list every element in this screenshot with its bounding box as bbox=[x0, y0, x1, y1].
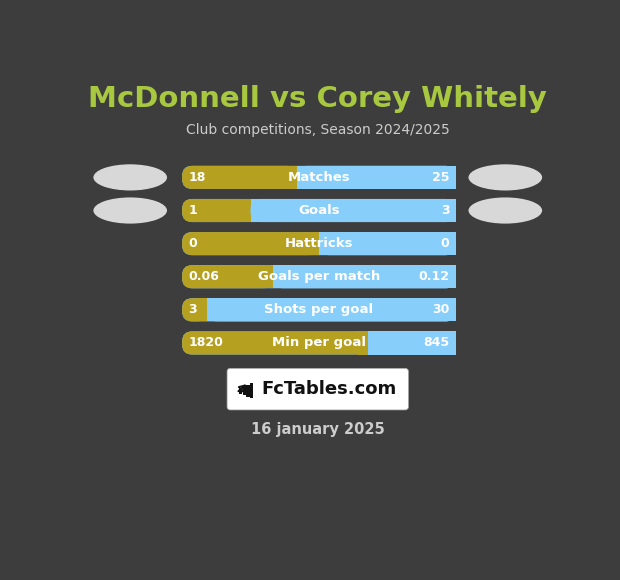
FancyBboxPatch shape bbox=[182, 265, 456, 288]
Bar bbox=[207, 298, 456, 321]
Bar bbox=[197, 298, 208, 321]
Bar bbox=[250, 383, 254, 398]
Text: 25: 25 bbox=[432, 171, 450, 184]
Text: Matches: Matches bbox=[288, 171, 350, 184]
Bar bbox=[263, 265, 274, 288]
Bar bbox=[309, 232, 320, 255]
Text: Hattricks: Hattricks bbox=[285, 237, 353, 250]
Bar bbox=[241, 199, 251, 222]
FancyBboxPatch shape bbox=[297, 166, 456, 189]
Bar bbox=[247, 385, 249, 397]
FancyBboxPatch shape bbox=[250, 199, 456, 222]
Text: Club competitions, Season 2024/2025: Club competitions, Season 2024/2025 bbox=[186, 122, 450, 137]
Text: 16 january 2025: 16 january 2025 bbox=[251, 422, 384, 437]
Ellipse shape bbox=[94, 164, 167, 190]
FancyBboxPatch shape bbox=[182, 265, 273, 288]
Ellipse shape bbox=[469, 164, 542, 190]
Bar bbox=[239, 387, 242, 394]
Bar bbox=[297, 166, 456, 189]
Text: Shots per goal: Shots per goal bbox=[264, 303, 373, 316]
Text: 845: 845 bbox=[423, 336, 450, 349]
Bar bbox=[250, 199, 456, 222]
FancyBboxPatch shape bbox=[182, 331, 368, 354]
Text: 0: 0 bbox=[441, 237, 450, 250]
Text: 30: 30 bbox=[432, 303, 450, 316]
FancyBboxPatch shape bbox=[182, 298, 207, 321]
Text: 0: 0 bbox=[188, 237, 197, 250]
Text: 3: 3 bbox=[441, 204, 450, 217]
Text: FcTables.com: FcTables.com bbox=[262, 380, 397, 398]
FancyBboxPatch shape bbox=[182, 199, 456, 222]
Text: Min per goal: Min per goal bbox=[272, 336, 366, 349]
Bar bbox=[368, 331, 456, 354]
FancyBboxPatch shape bbox=[368, 331, 456, 354]
Text: McDonnell vs Corey Whitely: McDonnell vs Corey Whitely bbox=[88, 85, 547, 113]
Text: 1: 1 bbox=[188, 204, 197, 217]
Bar bbox=[242, 386, 246, 396]
Bar bbox=[358, 331, 369, 354]
Ellipse shape bbox=[94, 197, 167, 224]
Text: 0.12: 0.12 bbox=[418, 270, 449, 283]
Bar bbox=[287, 166, 298, 189]
FancyBboxPatch shape bbox=[207, 298, 456, 321]
FancyBboxPatch shape bbox=[182, 232, 319, 255]
FancyBboxPatch shape bbox=[182, 298, 456, 321]
FancyBboxPatch shape bbox=[182, 199, 250, 222]
Bar bbox=[319, 232, 456, 255]
Text: 18: 18 bbox=[188, 171, 206, 184]
FancyBboxPatch shape bbox=[182, 166, 297, 189]
Text: 0.06: 0.06 bbox=[188, 270, 219, 283]
Text: 1820: 1820 bbox=[188, 336, 223, 349]
Ellipse shape bbox=[469, 197, 542, 224]
FancyBboxPatch shape bbox=[182, 166, 456, 189]
FancyBboxPatch shape bbox=[182, 331, 456, 354]
FancyBboxPatch shape bbox=[319, 232, 456, 255]
FancyBboxPatch shape bbox=[227, 368, 409, 410]
FancyBboxPatch shape bbox=[182, 232, 456, 255]
Text: 3: 3 bbox=[188, 303, 197, 316]
Bar bbox=[273, 265, 456, 288]
Text: Goals per match: Goals per match bbox=[258, 270, 380, 283]
Text: Goals: Goals bbox=[298, 204, 340, 217]
FancyBboxPatch shape bbox=[273, 265, 456, 288]
